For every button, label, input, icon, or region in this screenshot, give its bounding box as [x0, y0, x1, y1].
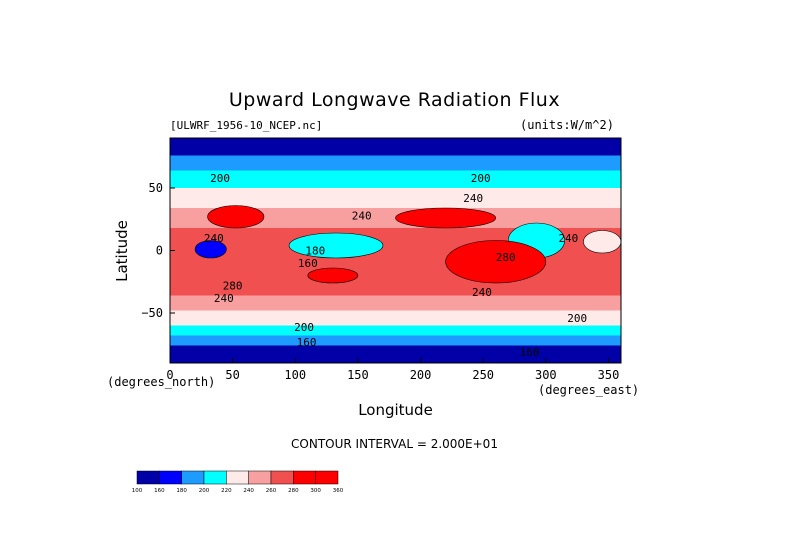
colorbar-swatch — [181, 470, 205, 485]
regional-feature — [583, 230, 622, 254]
dataset-filename: [ULWRF_1956-10_NCEP.nc] — [170, 119, 323, 132]
x-tick-label: 200 — [410, 368, 432, 382]
zonal-band — [170, 325, 621, 336]
x-axis-title: Longitude — [358, 401, 433, 419]
zonal-band — [170, 138, 621, 156]
x-tick-label: 150 — [347, 368, 369, 382]
heatmap-field — [170, 138, 622, 363]
x-tick-label: 250 — [472, 368, 494, 382]
contour-label: 200 — [210, 172, 230, 185]
contour-label: 280 — [496, 251, 516, 264]
regional-feature — [307, 267, 359, 284]
colorbar-swatch — [159, 470, 182, 485]
colorbar-swatch — [315, 470, 339, 485]
colorbar-level-label: 260 — [266, 488, 277, 494]
x-tick-label: 100 — [284, 368, 306, 382]
contour-label: 160 — [298, 257, 318, 270]
x-axis-unit-label: (degrees_east) — [538, 383, 640, 397]
y-tick-label: −50 — [141, 306, 163, 320]
contour-label: 240 — [472, 286, 492, 299]
contour-label: 240 — [214, 292, 234, 305]
x-tick-label: 350 — [598, 368, 620, 382]
colorbar-swatch — [226, 470, 249, 485]
chart-title: Upward Longwave Radiation Flux — [228, 89, 561, 111]
regional-feature — [395, 207, 497, 229]
colorbar-level-label: 180 — [176, 488, 187, 494]
zonal-band — [170, 310, 621, 326]
colorbar-swatch — [248, 470, 272, 485]
colorbar-level-label: 160 — [154, 488, 165, 494]
x-tick-label: 50 — [225, 368, 239, 382]
contour-label: 200 — [471, 172, 491, 185]
contour-label: 240 — [204, 232, 224, 245]
colorbar-level-label: 300 — [310, 488, 321, 494]
colorbar-level-label: 200 — [199, 488, 210, 494]
zonal-band — [170, 155, 621, 171]
units-label: (units:W/m^2) — [520, 118, 614, 132]
contour-label: 180 — [305, 245, 325, 258]
regional-feature — [194, 240, 227, 259]
colorbar-swatch — [270, 470, 294, 485]
x-tick-label: 300 — [535, 368, 557, 382]
colorbar-swatch — [203, 470, 227, 485]
regional-feature — [445, 240, 547, 284]
regional-feature — [207, 205, 265, 229]
colorbar: 100 160 180 200 220 240 260 280 300 360 — [132, 470, 344, 494]
colorbar-level-label: 280 — [288, 488, 299, 494]
contour-label: 240 — [463, 192, 483, 205]
zonal-band — [170, 170, 621, 188]
colorbar-level-label: 220 — [221, 488, 232, 494]
colorbar-swatch — [293, 470, 316, 485]
regional-feature — [288, 232, 384, 259]
contour-label: 280 — [223, 280, 243, 293]
contour-label: 160 — [297, 336, 317, 349]
contour-label: 200 — [567, 312, 587, 325]
zonal-band — [170, 188, 621, 208]
axes: 0 50 100 150 200 250 300 350 −50 0 50 — [141, 181, 619, 382]
contour-label: 200 — [294, 321, 314, 334]
contour-label: 160 — [520, 346, 540, 359]
colorbar-level-label: 100 — [132, 488, 143, 494]
contour-label: 240 — [558, 232, 578, 245]
contour-label: 240 — [352, 210, 372, 223]
zonal-band — [170, 345, 621, 363]
colorbar-level-label: 360 — [333, 488, 344, 494]
contour-interval-label: CONTOUR INTERVAL = 2.000E+01 — [291, 437, 498, 451]
zonal-band — [170, 295, 621, 311]
y-tick-label: 0 — [156, 244, 163, 258]
colorbar-swatch — [136, 470, 160, 485]
y-tick-label: 50 — [149, 181, 163, 195]
x-tick-label: 0 — [166, 368, 173, 382]
colorbar-level-label: 240 — [243, 488, 254, 494]
y-axis-unit-label: (degrees_north) — [107, 375, 216, 389]
zonal-band — [170, 335, 621, 346]
